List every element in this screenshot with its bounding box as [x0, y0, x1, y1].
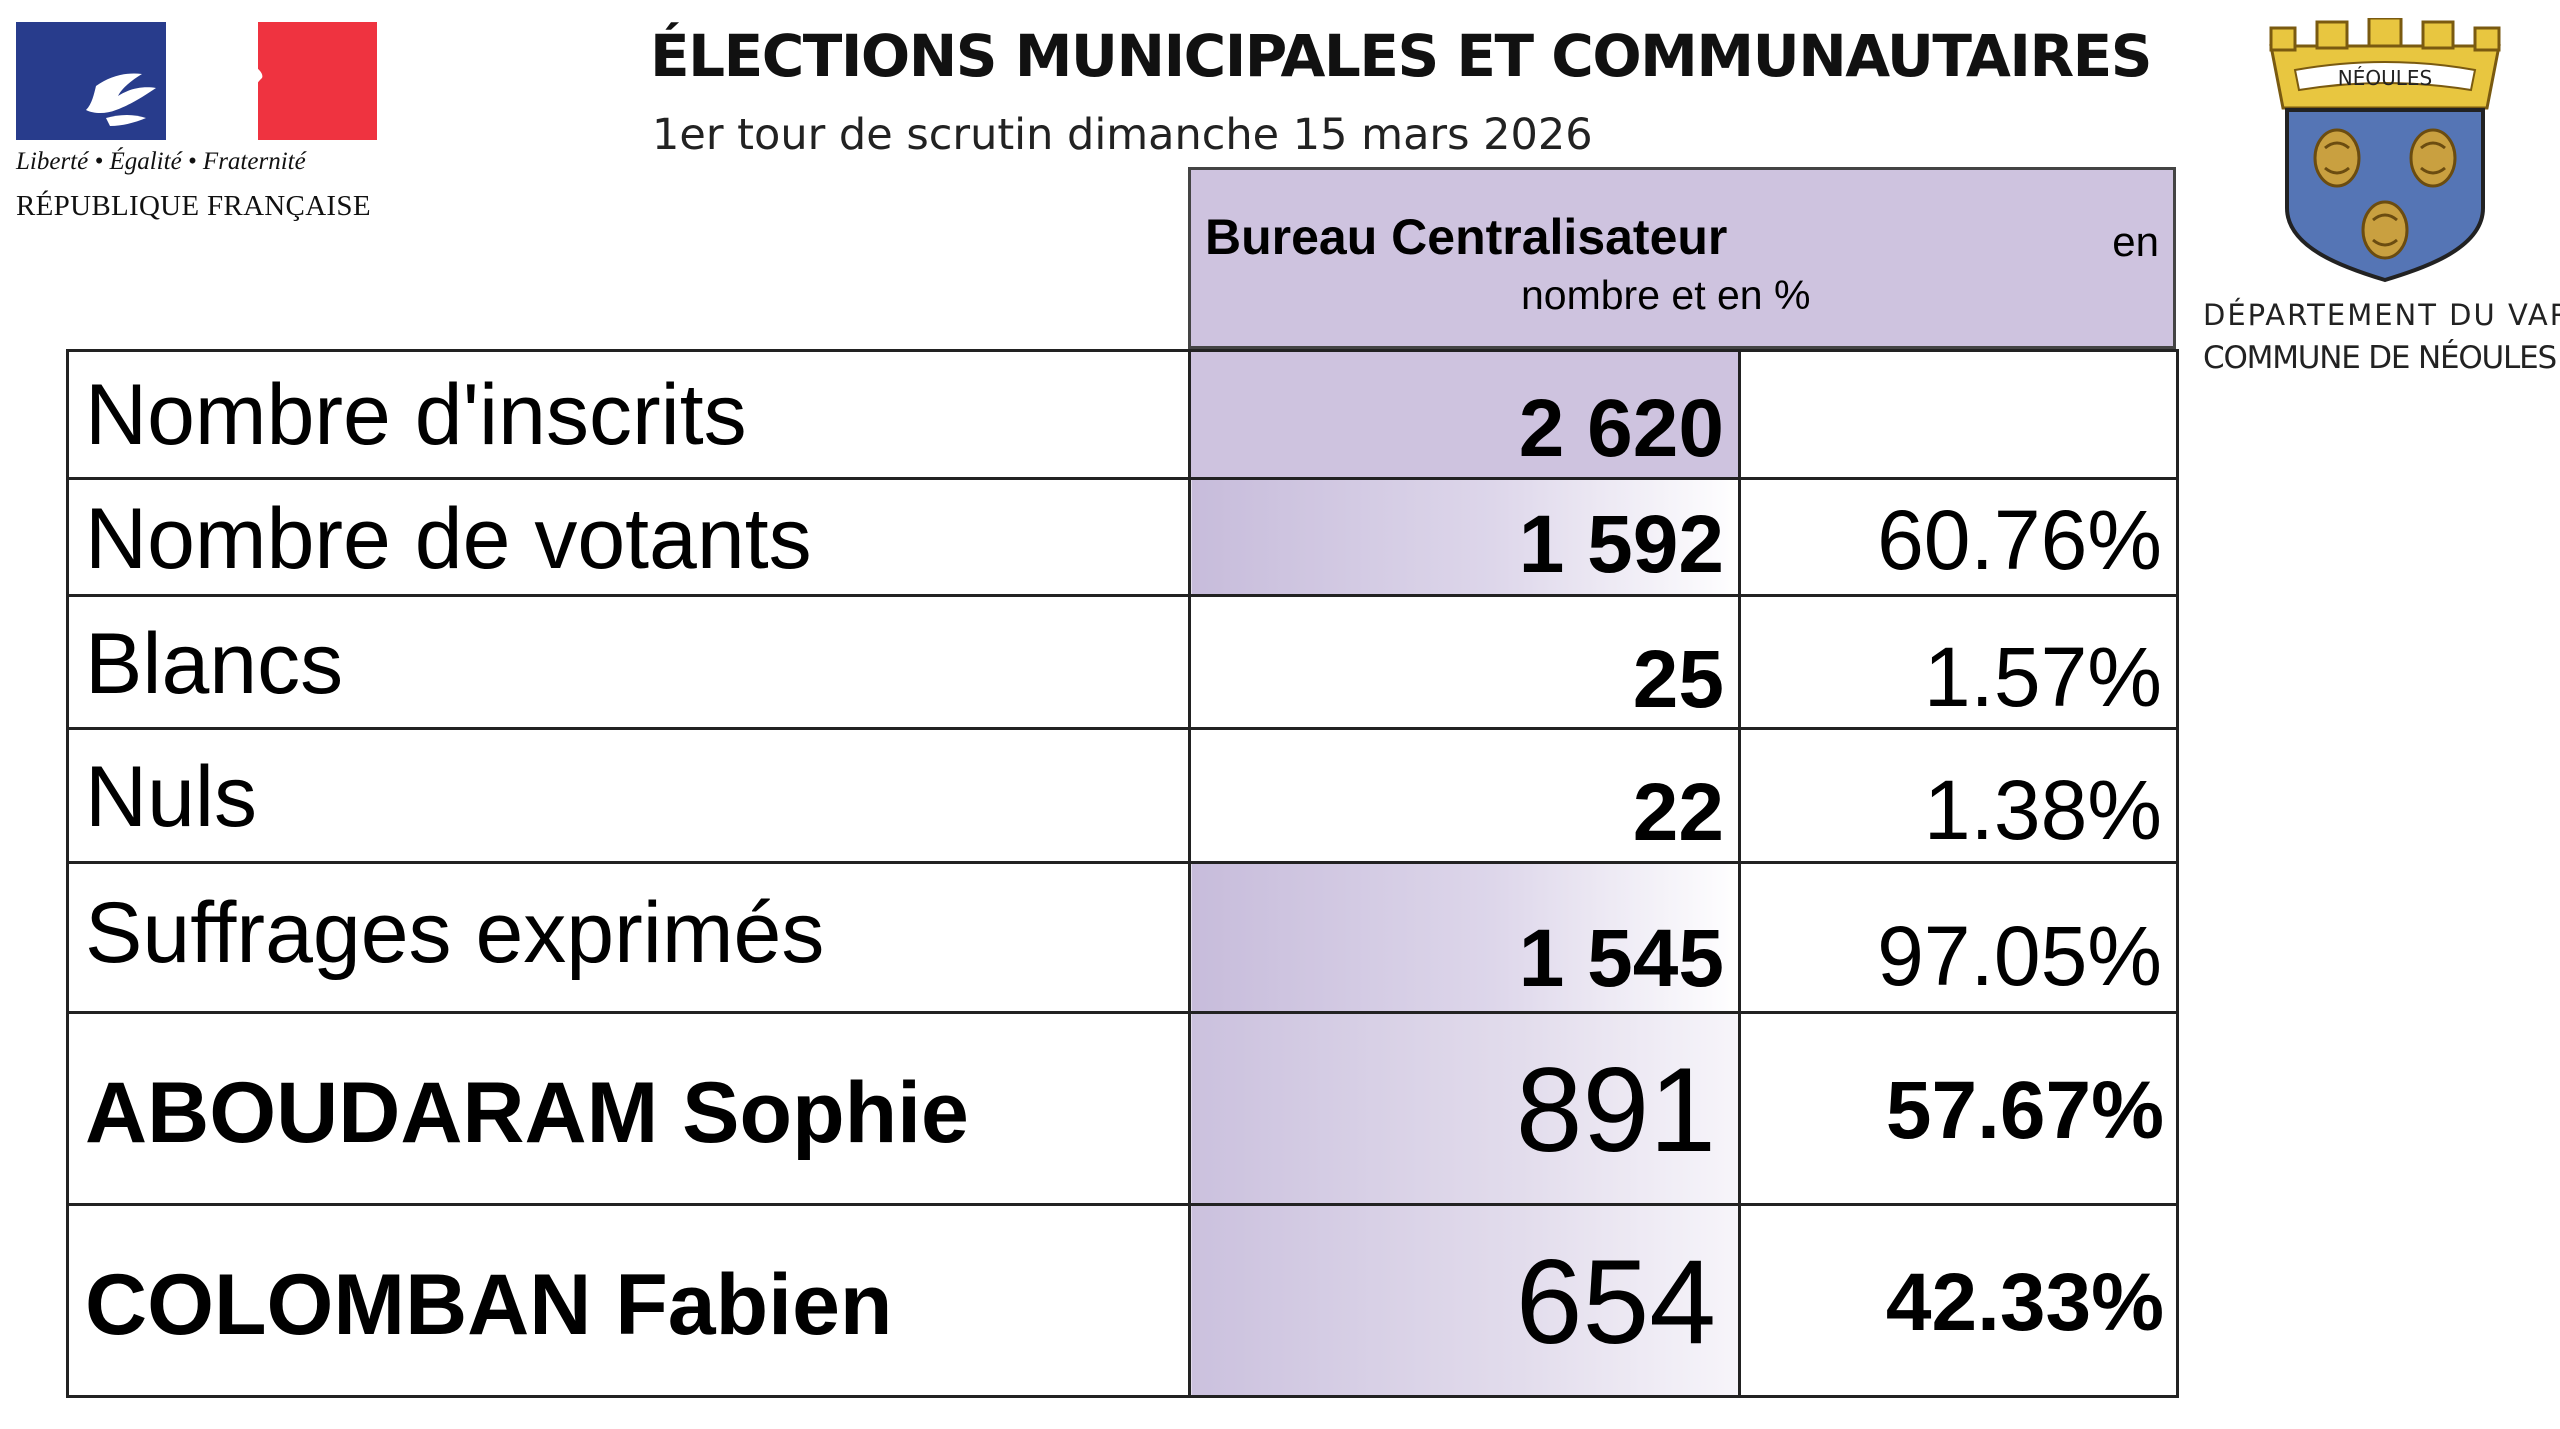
page-subtitle: 1er tour de scrutin dimanche 15 mars 202…	[652, 110, 1593, 160]
candidate-votes: 891	[1515, 1043, 1716, 1177]
page-title: ÉLECTIONS MUNICIPALES ET COMMUNAUTAIRES	[650, 22, 2153, 90]
table-row-candidate: COLOMBAN Fabien 654 42.33%	[66, 1203, 2179, 1398]
table-row-inscrits: Nombre d'inscrits 2 620	[66, 349, 2179, 480]
row-percent: 1.57%	[1923, 630, 2162, 724]
bureau-en: en	[2112, 218, 2159, 265]
row-label: Blancs	[85, 616, 344, 712]
candidate-name: ABOUDARAM Sophie	[85, 1065, 969, 1161]
row-percent: 1.38%	[1923, 763, 2162, 857]
table-row-candidate: ABOUDARAM Sophie 891 57.67%	[66, 1011, 2179, 1206]
candidate-name: COLOMBAN Fabien	[85, 1257, 893, 1353]
row-count: 1 592	[1518, 499, 1724, 590]
mural-crown-icon	[2269, 18, 2501, 110]
candidate-percent: 42.33%	[1885, 1257, 2164, 1348]
department-label: DÉPARTEMENT DU VAR	[2203, 298, 2560, 332]
neoules-coat-of-arms: NÉOULES	[2269, 18, 2501, 283]
row-label: Suffrages exprimés	[85, 885, 825, 981]
marianne-profile-icon	[86, 22, 263, 140]
commune-name: COMMUNE DE NÉOULES	[2203, 340, 2557, 376]
table-row-nuls: Nuls 22 1.38%	[66, 727, 2179, 864]
row-count: 25	[1632, 634, 1724, 725]
row-label: Nombre de votants	[85, 491, 812, 587]
republique-francaise-logo: Liberté • Égalité • Fraternité RÉPUBLIQU…	[16, 22, 381, 232]
row-label: Nombre d'inscrits	[85, 367, 747, 463]
crest-banner: NÉOULES	[2338, 66, 2432, 90]
row-label: Nuls	[85, 749, 258, 845]
row-count: 2 620	[1518, 383, 1724, 474]
gold-charges-icon	[2313, 128, 2457, 260]
republique-motto: Liberté • Égalité • Fraternité	[16, 148, 306, 175]
row-count: 22	[1632, 767, 1724, 858]
republique-name: RÉPUBLIQUE FRANÇAISE	[16, 190, 371, 222]
bureau-title: Bureau Centralisateur	[1205, 209, 1728, 265]
row-count: 1 545	[1518, 913, 1724, 1004]
candidate-percent: 57.67%	[1885, 1065, 2164, 1156]
bureau-subtitle: nombre et en %	[1521, 272, 1811, 318]
row-percent: 97.05%	[1877, 909, 2162, 1003]
row-percent: 60.76%	[1877, 493, 2162, 587]
table-row-votants: Nombre de votants 1 592 60.76%	[66, 477, 2179, 597]
candidate-votes: 654	[1515, 1235, 1716, 1369]
table-row-blancs: Blancs 25 1.57%	[66, 594, 2179, 730]
results-table: Nombre d'inscrits 2 620 Nombre de votant…	[66, 349, 2179, 1398]
table-row-exprimes: Suffrages exprimés 1 545 97.05%	[66, 861, 2179, 1014]
bureau-header: Bureau Centralisateur en nombre et en %	[1188, 167, 2176, 349]
